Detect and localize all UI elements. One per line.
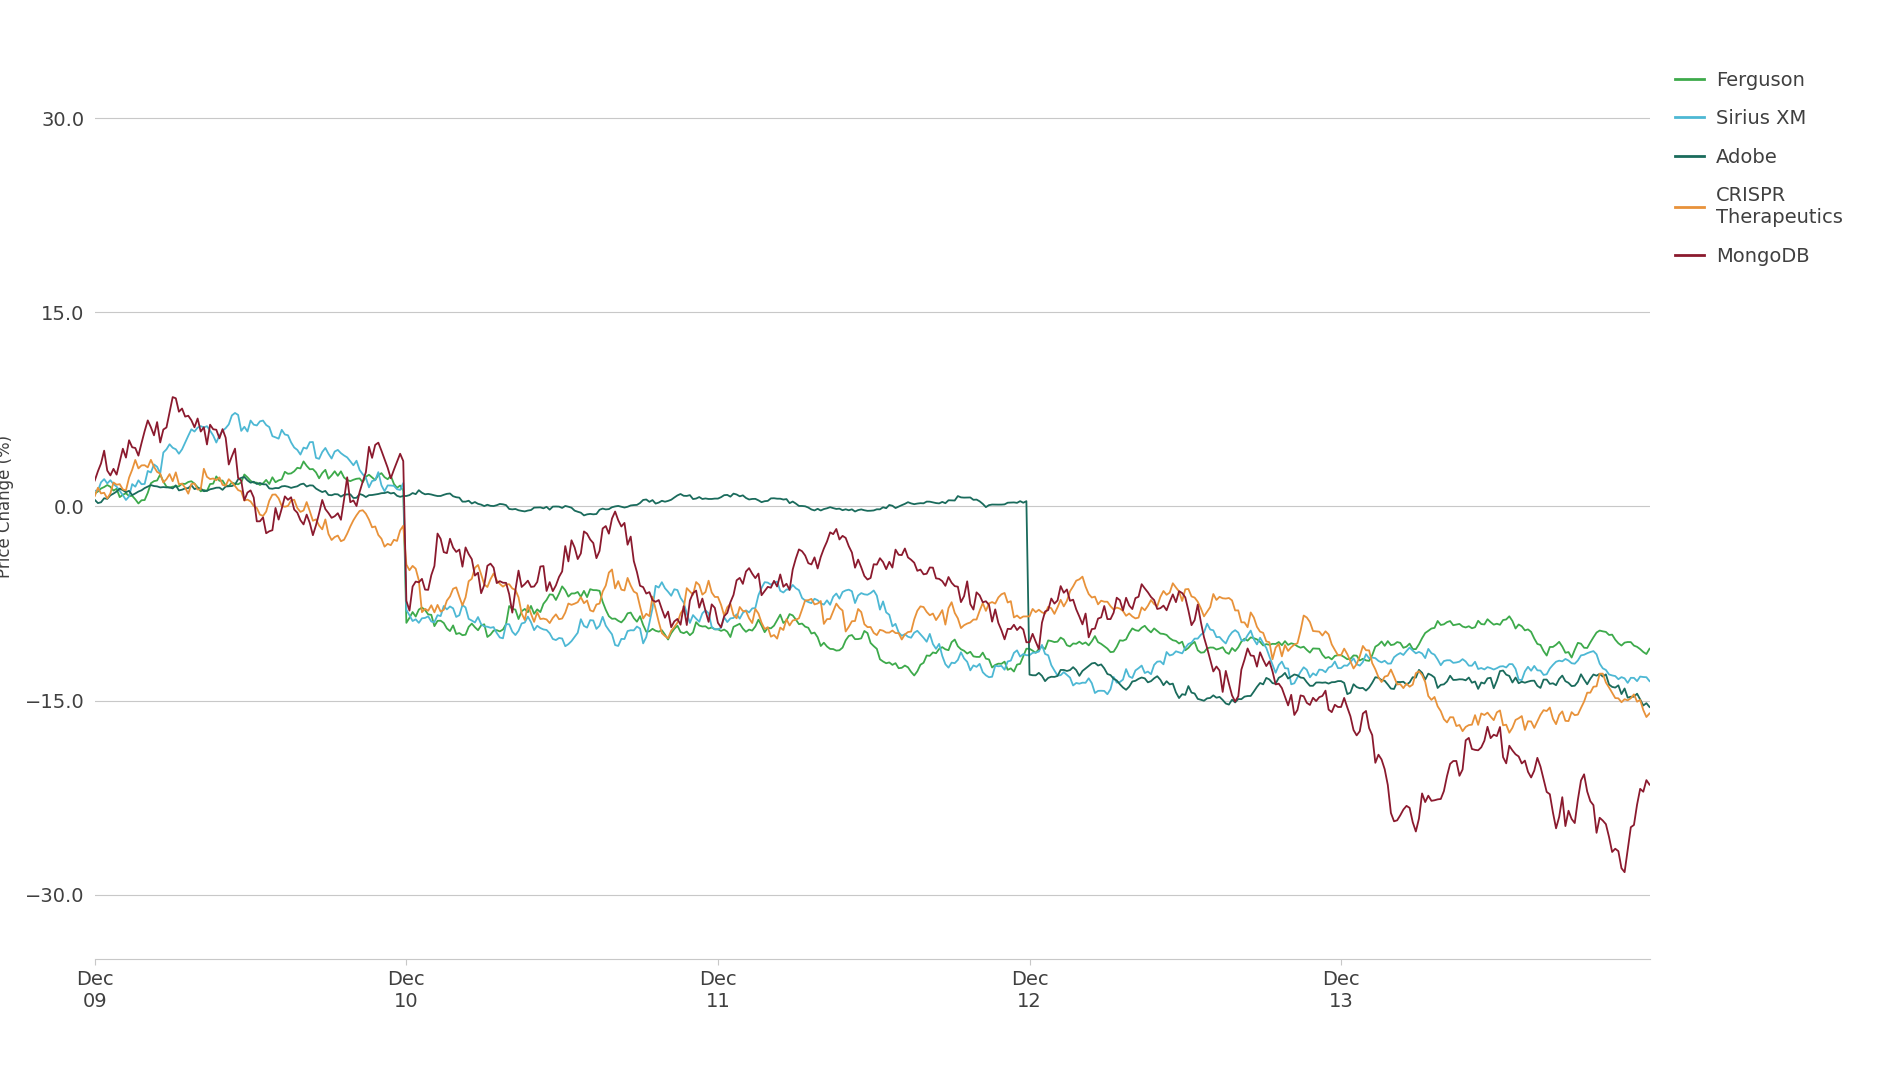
Legend: Ferguson, Sirius XM, Adobe, CRISPR
Therapeutics, MongoDB: Ferguson, Sirius XM, Adobe, CRISPR Thera…: [1667, 63, 1850, 273]
Y-axis label: Price Change (%): Price Change (%): [0, 435, 13, 578]
